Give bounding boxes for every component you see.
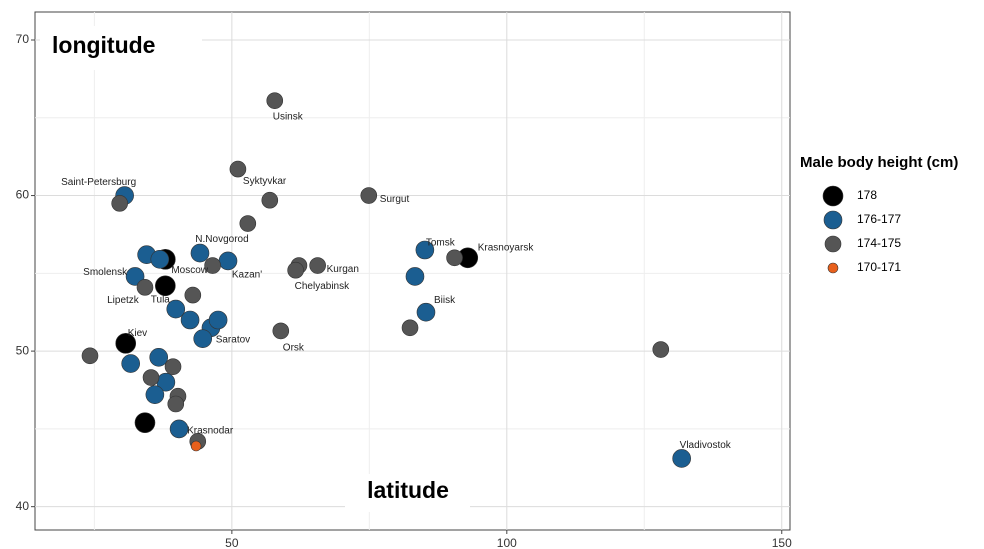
- point-label: Surgut: [380, 194, 410, 205]
- point: [416, 302, 436, 322]
- point: [169, 419, 189, 439]
- y-tick-label: 40: [16, 499, 30, 513]
- point: [446, 249, 463, 267]
- point: [309, 257, 326, 274]
- point-label: Orsk: [283, 343, 305, 354]
- point: [150, 250, 170, 269]
- point: [111, 195, 128, 212]
- legend-label: 170-171: [857, 260, 901, 274]
- point: [405, 267, 425, 286]
- point: [204, 257, 221, 274]
- point: [652, 341, 670, 358]
- point: [180, 310, 200, 330]
- point: [190, 440, 202, 452]
- point-label: Saratov: [216, 334, 250, 345]
- x-tick-label: 50: [225, 536, 239, 549]
- point: [261, 191, 279, 209]
- point-label: Tula: [151, 294, 171, 305]
- point: [149, 348, 169, 367]
- point: [166, 299, 186, 319]
- point-label: Kazan': [232, 270, 262, 281]
- legend-marker: [824, 235, 842, 253]
- point-label: N.Novgorod: [195, 234, 248, 245]
- y-tick-label: 60: [16, 188, 30, 202]
- point-label: Saint-Petersburg: [61, 177, 136, 188]
- point: [272, 322, 290, 340]
- point: [229, 160, 247, 178]
- point-label: Syktyvkar: [243, 176, 287, 187]
- point-label: Tomsk: [426, 238, 456, 249]
- x-tick-label: 100: [497, 536, 517, 549]
- point-label: Krasnodar: [187, 426, 234, 437]
- point: [164, 358, 182, 375]
- point: [136, 279, 154, 296]
- legend-label: 176-177: [857, 212, 901, 226]
- point: [155, 275, 176, 297]
- point-label: Chelyabinsk: [295, 281, 350, 292]
- point-label: Smolensk: [83, 267, 128, 278]
- point: [167, 395, 185, 413]
- y-tick-label: 50: [16, 343, 30, 357]
- point: [218, 251, 238, 271]
- label-box: [40, 26, 202, 70]
- point: [121, 354, 140, 373]
- point: [193, 329, 213, 348]
- point: [401, 319, 419, 337]
- point: [81, 347, 99, 365]
- legend-marker: [827, 262, 839, 274]
- point-labels: Moscow Tula Kiev Krasnoyarsk Saint-Petersbur…: [61, 111, 732, 451]
- legend-label: 178: [857, 188, 877, 202]
- point-label: Lipetzk: [107, 295, 140, 306]
- point: [415, 240, 435, 260]
- legend-marker: [822, 185, 844, 207]
- legend-marker: [823, 210, 843, 230]
- point: [266, 92, 284, 109]
- point: [360, 187, 378, 204]
- point: [142, 369, 160, 386]
- point-label: Usinsk: [273, 111, 304, 122]
- point: [134, 412, 156, 433]
- point-label: Krasnoyarsk: [478, 242, 535, 253]
- point: [184, 286, 202, 304]
- point: [239, 215, 257, 232]
- legend-label: 174-175: [857, 236, 901, 250]
- y-tick-label: 70: [16, 32, 30, 46]
- x-tick-label: 150: [772, 536, 792, 549]
- point: [208, 310, 228, 330]
- point-label: Moscow: [171, 265, 208, 276]
- label-box: [345, 474, 470, 512]
- point: [115, 333, 137, 354]
- points: [81, 92, 691, 468]
- point: [190, 243, 210, 263]
- point-label: Vladivostok: [680, 440, 732, 451]
- legend-title: Male body height (cm): [800, 154, 958, 171]
- y-axis-title: longitude: [52, 32, 155, 58]
- point-label: Kurgan: [327, 264, 359, 275]
- x-axis-title: latitude: [367, 477, 449, 503]
- point: [145, 385, 165, 404]
- point-label: Biisk: [434, 295, 456, 306]
- point: [672, 449, 691, 468]
- point-label: Kiev: [128, 328, 147, 339]
- point: [287, 261, 304, 279]
- point: [125, 267, 145, 286]
